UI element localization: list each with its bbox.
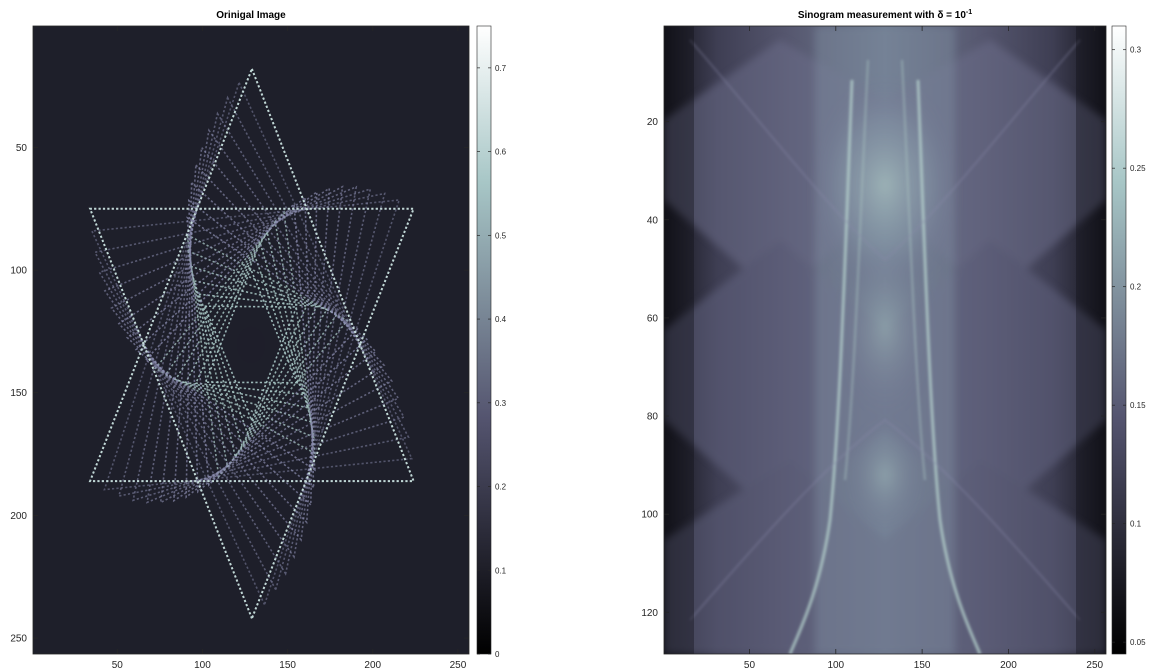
left-xtick-label: 150 xyxy=(279,660,296,669)
star-triangle-up xyxy=(117,95,410,498)
right-ytick-label: 80 xyxy=(647,412,659,423)
right-xtick-label: 200 xyxy=(1000,660,1017,669)
star-triangle-up xyxy=(203,305,298,423)
sinogram-left-edge xyxy=(664,26,694,654)
right-cbar-tick-label: 0.15 xyxy=(1130,401,1146,410)
left-cbar-tick-label: 0.3 xyxy=(495,399,507,408)
right-cbar-tick-label: 0.25 xyxy=(1130,164,1146,173)
star-triangle-up xyxy=(159,145,394,504)
right-ytick-label: 60 xyxy=(647,313,659,324)
left-cbar-tick-label: 0.7 xyxy=(495,64,507,73)
left-cbar-tick-label: 0.1 xyxy=(495,566,507,575)
sinogram-right-edge xyxy=(1076,26,1106,654)
right-xtick-label: 100 xyxy=(827,660,844,669)
left-ytick-label: 50 xyxy=(16,143,28,154)
right-title-main: Sinogram measurement with δ = 10 xyxy=(798,10,967,21)
right-colorbar xyxy=(1111,25,1127,655)
star-triangle-down xyxy=(174,230,313,424)
star-triangle-down xyxy=(194,254,305,396)
star-triangle-down xyxy=(98,187,372,576)
sinogram-ridges xyxy=(689,39,1081,654)
left-xtick-label: 200 xyxy=(364,660,381,669)
star-outer-down xyxy=(88,207,416,622)
right-title-superscript: -1 xyxy=(966,9,972,16)
star-triangle-up xyxy=(187,198,369,494)
star-triangle-up xyxy=(132,111,406,502)
star-triangle-down xyxy=(154,210,316,455)
right-axes: 50 100 150 200 250 20 40 60 80 100 120 xyxy=(641,25,1107,669)
left-xtick-label: 250 xyxy=(450,660,467,669)
right-xtick-label: 150 xyxy=(914,660,931,669)
left-ytick-label: 150 xyxy=(10,388,27,399)
left-ytick-label: 200 xyxy=(10,511,27,522)
sinogram-panel: Sinogram measurement with δ = 10-1 xyxy=(641,9,1146,669)
left-colorbar-ticks: 0 0.1 0.2 0.3 0.4 0.5 0.6 0.7 xyxy=(477,64,507,659)
star-center-void xyxy=(237,326,265,363)
star-triangle-down xyxy=(93,192,386,592)
left-xtick-label: 50 xyxy=(112,660,124,669)
star-triangle-up xyxy=(187,249,339,470)
sinogram-central-column xyxy=(810,26,960,654)
right-xtick-label: 250 xyxy=(1086,660,1103,669)
star-image xyxy=(88,66,416,622)
right-axes-box xyxy=(663,25,1107,655)
left-title: Orinigal Image xyxy=(216,10,286,21)
right-cbar-tick-label: 0.05 xyxy=(1130,638,1146,647)
star-triangle-down xyxy=(103,185,358,560)
star-triangle-down xyxy=(144,202,316,472)
star-triangle-down xyxy=(90,199,401,607)
left-ytick-label: 100 xyxy=(10,266,27,277)
right-cbar-tick-label: 0.1 xyxy=(1130,520,1142,529)
star-triangle-down xyxy=(184,241,309,409)
left-xtick-label: 100 xyxy=(194,660,211,669)
right-xtick-label: 50 xyxy=(744,660,756,669)
star-triangle-down xyxy=(164,219,315,439)
star-triangle-down xyxy=(110,185,344,542)
star-triangle-up xyxy=(146,128,400,504)
star-triangle-up xyxy=(186,233,349,479)
right-ytick-label: 40 xyxy=(647,215,659,226)
left-colorbar xyxy=(476,25,492,655)
right-cbar-tick-label: 0.2 xyxy=(1130,283,1142,292)
right-title: Sinogram measurement with δ = 10-1 xyxy=(798,9,972,21)
left-cbar-tick-label: 0.6 xyxy=(495,148,507,157)
original-image-panel: Orinigal Image 50 100 150 200 250 50 100 150 200… xyxy=(10,10,506,669)
star-triangle-up xyxy=(186,216,359,487)
left-cbar-tick-label: 0.5 xyxy=(495,231,507,240)
right-ytick-label: 20 xyxy=(647,117,659,128)
star-outer-up xyxy=(88,66,416,483)
star-triangle-down xyxy=(117,186,331,525)
star-triangle-up xyxy=(197,293,308,436)
star-triangle-down xyxy=(204,266,299,384)
star-triangle-up xyxy=(103,80,413,491)
star-triangle-up xyxy=(185,181,378,499)
star-triangle-up xyxy=(189,265,329,459)
right-ytick-label: 120 xyxy=(641,608,658,619)
right-ytick-label: 100 xyxy=(641,510,658,521)
left-cbar-tick-label: 0.2 xyxy=(495,483,507,492)
left-axes-box xyxy=(32,25,470,655)
right-cbar-tick-label: 0.3 xyxy=(1130,46,1142,55)
right-colorbar-ticks: 0.05 0.1 0.15 0.2 0.25 0.3 xyxy=(1112,46,1146,647)
left-axes: 50 100 150 200 250 50 100 150 200 250 xyxy=(10,25,470,669)
star-triangle-down xyxy=(125,190,318,507)
sinogram-image xyxy=(664,26,1106,654)
left-ytick-label: 250 xyxy=(10,634,27,645)
star-triangle-up xyxy=(193,279,318,448)
star-triangle-up xyxy=(172,163,386,503)
left-cbar-tick-label: 0.4 xyxy=(495,315,507,324)
left-cbar-tick-label: 0 xyxy=(495,650,500,659)
